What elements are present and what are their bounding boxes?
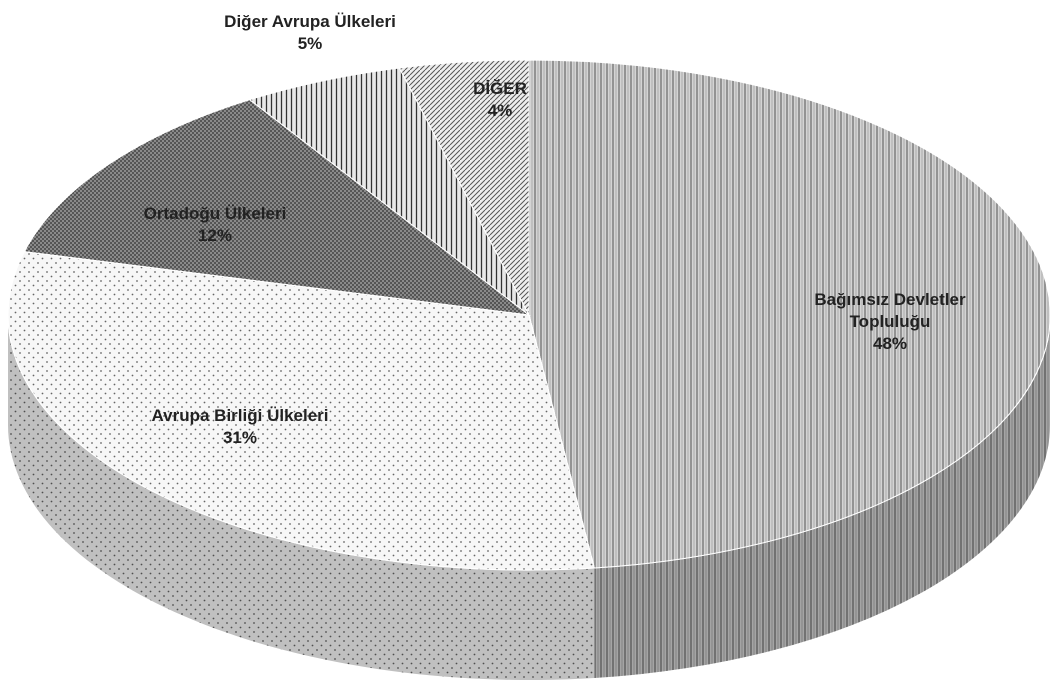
category-label: Avrupa Birliği Ülkeleri [151,406,329,425]
category-label: Bağımsız Devletler Topluluğu [814,290,966,331]
value-label: 31% [222,428,258,447]
value-label: 4% [487,101,513,120]
category-label: Diğer Avrupa Ülkeleri [224,12,396,31]
slice-pattern [7,251,595,571]
data-label: DİĞER 4% [473,78,527,122]
slice-pattern [398,59,530,316]
value-label: 48% [872,334,908,353]
slice-side-pattern [7,315,595,681]
data-label: Diğer Avrupa Ülkeleri 5% [224,11,396,55]
slice-pattern [23,99,531,316]
data-label: Ortadoğu Ülkeleri 12% [144,203,287,247]
value-label: 5% [297,34,323,53]
category-label: DİĞER [473,79,527,98]
slice-side-shade [7,315,595,681]
data-label: Avrupa Birliği Ülkeleri 31% [152,405,329,449]
category-label: Ortadoğu Ülkeleri [143,204,287,223]
slice-pattern [248,67,530,316]
data-label: Bağımsız Devletler Topluluğu 48% [808,289,972,355]
slice-side-shade [594,315,1050,678]
value-label: 12% [197,226,233,245]
slice-side-pattern [594,315,1050,678]
slice-pattern [528,59,1051,569]
